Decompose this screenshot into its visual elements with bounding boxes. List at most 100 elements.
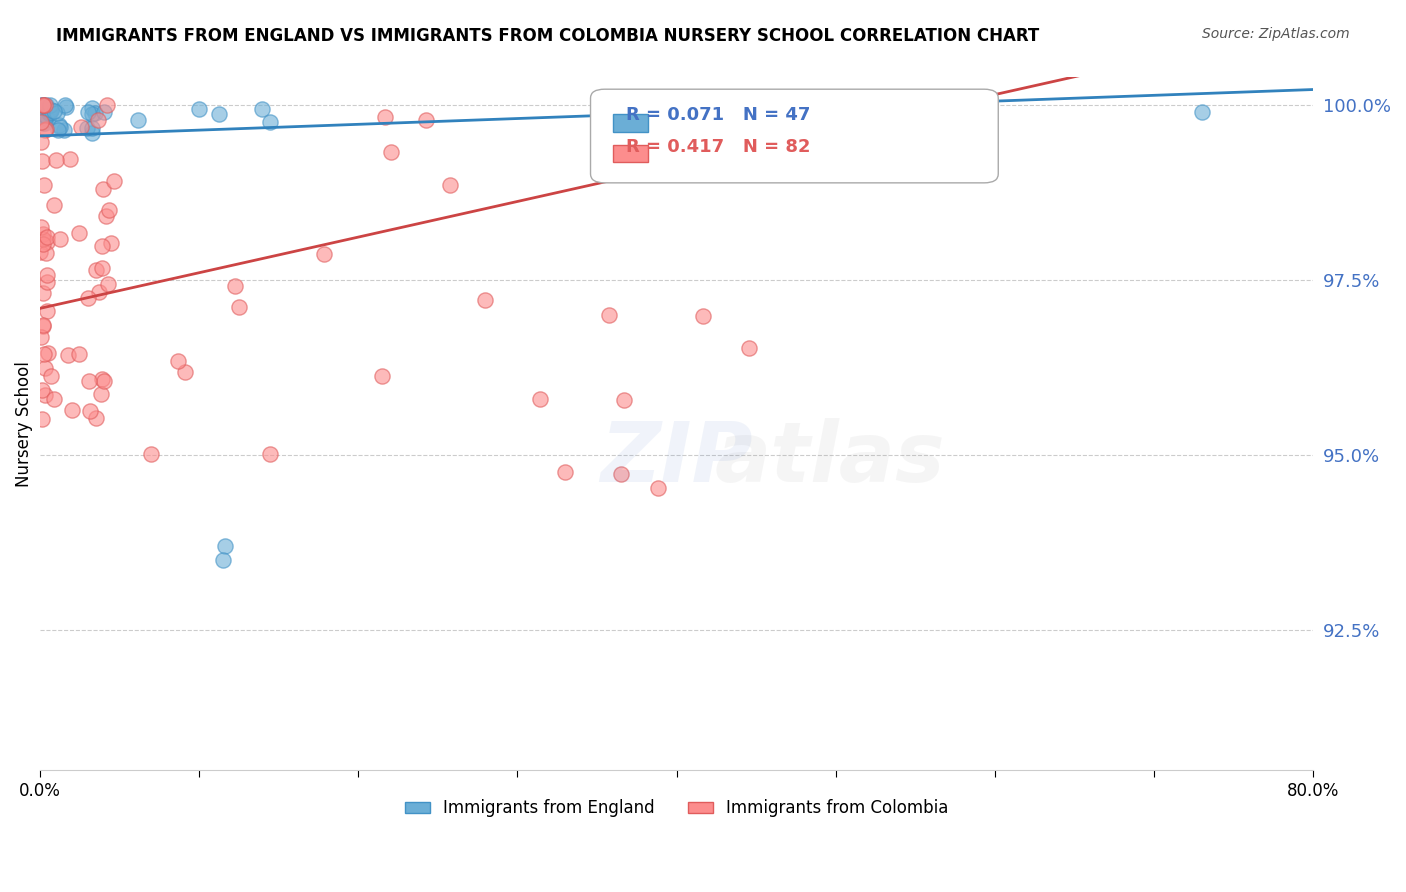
Point <box>374 110 396 124</box>
Point <box>49 232 72 246</box>
Text: ZIP: ZIP <box>600 417 754 499</box>
Point <box>166 354 188 368</box>
Point <box>38 104 60 119</box>
Point <box>84 262 107 277</box>
Point <box>82 126 104 140</box>
Y-axis label: Nursery School: Nursery School <box>15 360 32 487</box>
Point <box>91 182 114 196</box>
Point <box>32 98 55 112</box>
Point <box>90 260 112 275</box>
Text: Source: ZipAtlas.com: Source: ZipAtlas.com <box>1202 27 1350 41</box>
Point <box>34 347 56 361</box>
Point <box>439 178 461 192</box>
Point <box>53 123 76 137</box>
Point <box>90 372 112 386</box>
Point <box>32 178 55 192</box>
Text: R = 0.071   N = 47: R = 0.071 N = 47 <box>626 106 810 124</box>
Point <box>35 98 58 112</box>
Point <box>31 383 53 397</box>
Point <box>84 410 107 425</box>
Point <box>69 226 91 240</box>
Point <box>30 330 52 344</box>
Point <box>96 98 118 112</box>
Point <box>30 111 52 125</box>
Point <box>259 115 281 129</box>
Point <box>34 116 56 130</box>
Point <box>613 393 636 408</box>
Point <box>48 118 70 132</box>
Point <box>77 374 100 388</box>
Point <box>529 392 551 406</box>
Point <box>34 104 56 119</box>
Point <box>228 300 250 314</box>
Point <box>173 365 195 379</box>
Point <box>32 232 55 246</box>
Point <box>224 279 246 293</box>
Point <box>139 447 162 461</box>
Point <box>38 106 60 120</box>
Point <box>82 107 104 121</box>
Point <box>32 98 55 112</box>
Point <box>69 120 91 135</box>
Point <box>31 153 53 168</box>
Point <box>32 110 55 124</box>
Point <box>55 100 77 114</box>
Point <box>30 114 52 128</box>
Point <box>259 446 281 460</box>
Point <box>30 135 52 149</box>
Point <box>39 98 62 112</box>
Point <box>45 153 67 168</box>
Point <box>41 103 63 117</box>
Point <box>84 105 107 120</box>
Point <box>44 104 66 119</box>
Point <box>53 98 76 112</box>
Point <box>30 106 52 120</box>
Point <box>35 230 58 244</box>
Point <box>98 202 121 217</box>
Point <box>103 173 125 187</box>
Point <box>214 539 236 553</box>
Point <box>82 121 104 136</box>
Point <box>738 342 761 356</box>
Point <box>97 277 120 291</box>
Point <box>32 116 55 130</box>
Point <box>474 293 496 308</box>
Legend: Immigrants from England, Immigrants from Colombia: Immigrants from England, Immigrants from… <box>398 793 955 824</box>
Point <box>127 112 149 127</box>
Point <box>250 102 273 116</box>
Text: R = 0.417   N = 82: R = 0.417 N = 82 <box>626 137 810 155</box>
Point <box>42 198 65 212</box>
Point <box>208 107 231 121</box>
Point <box>380 145 402 160</box>
Point <box>30 108 52 122</box>
Point <box>31 227 53 241</box>
Point <box>31 318 53 332</box>
Point <box>30 245 52 260</box>
Point <box>58 348 80 362</box>
Point <box>37 304 59 318</box>
Point <box>610 467 633 481</box>
Point <box>30 219 52 234</box>
Point <box>46 123 69 137</box>
Point <box>37 112 59 126</box>
Point <box>79 404 101 418</box>
Point <box>34 387 56 401</box>
Point <box>693 120 716 134</box>
Point <box>67 347 90 361</box>
Text: IMMIGRANTS FROM ENGLAND VS IMMIGRANTS FROM COLOMBIA NURSERY SCHOOL CORRELATION C: IMMIGRANTS FROM ENGLAND VS IMMIGRANTS FR… <box>56 27 1039 45</box>
Point <box>35 109 58 123</box>
Point <box>32 236 55 251</box>
Point <box>35 235 58 250</box>
Point <box>1191 105 1213 120</box>
Point <box>60 402 83 417</box>
Point <box>34 361 56 376</box>
Point <box>415 112 437 127</box>
Point <box>31 98 53 112</box>
Point <box>76 105 98 120</box>
Point <box>314 246 336 260</box>
Point <box>39 103 62 117</box>
Point <box>30 98 52 112</box>
Point <box>87 113 110 128</box>
Point <box>76 120 98 135</box>
Point <box>598 308 620 322</box>
